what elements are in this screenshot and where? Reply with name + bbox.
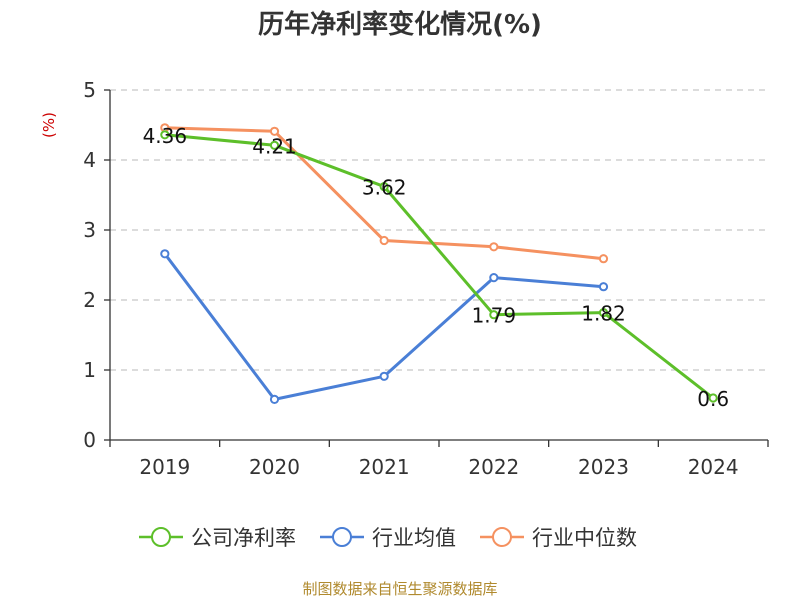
series-line-0 <box>164 133 715 400</box>
series-2-point-2020 <box>269 126 280 136</box>
series-1-point-2023 <box>598 282 609 292</box>
series-2-point-2023 <box>598 254 609 264</box>
legend-label-2: 行业中位数 <box>532 526 637 550</box>
y-tick-label-3: 3 <box>83 218 96 242</box>
series-0-point-2023 <box>598 308 609 318</box>
axes: 0 1 2 3 4 5 2019 2020 2021 2022 2023 2024 <box>83 78 769 479</box>
series-1-point-2021 <box>379 371 389 381</box>
legend-item-0[interactable]: 公司净利率 <box>139 526 296 550</box>
y-tick-label-5: 5 <box>83 78 96 102</box>
series-1-point-2020 <box>269 394 280 404</box>
legend-marker-icon-1 <box>332 527 352 547</box>
y-tick-label-4: 4 <box>83 148 96 172</box>
y-tick-label-0: 0 <box>83 428 96 452</box>
data-label-2023: 1.82 <box>581 302 626 326</box>
data-source-note: 制图数据来自恒生聚源数据库 <box>302 580 497 598</box>
series-0-point-2020 <box>269 140 280 150</box>
legend-label-1: 行业均值 <box>372 526 456 550</box>
series-1-point-2022 <box>489 273 499 283</box>
series-lines <box>160 123 718 404</box>
x-tick-label-2022: 2022 <box>468 455 519 479</box>
x-tick-label-2020: 2020 <box>249 455 300 479</box>
legend: 公司净利率 行业均值 行业中位数 <box>139 526 637 550</box>
data-label-2019: 4.36 <box>143 124 188 148</box>
legend-marker-icon-0 <box>151 527 171 547</box>
chart-title: 历年净利率变化情况(%) <box>258 9 542 40</box>
y-tick-label-2: 2 <box>83 288 96 312</box>
series-0-point-2019 <box>160 130 170 140</box>
series-0-point-2021 <box>379 182 389 192</box>
series-0-point-2022 <box>489 310 499 320</box>
series-0-point-2024 <box>708 393 718 403</box>
series-2-point-2021 <box>379 235 389 246</box>
x-tick-label-2024: 2024 <box>688 455 739 479</box>
x-tick-label-2021: 2021 <box>359 455 410 479</box>
data-label-2021: 3.62 <box>362 176 407 200</box>
data-labels: 4.36 4.21 3.62 1.79 1.82 0.6 <box>143 124 730 411</box>
x-tick-label-2023: 2023 <box>578 455 629 479</box>
legend-marker-icon-2 <box>492 527 512 547</box>
legend-item-1[interactable]: 行业均值 <box>320 526 456 550</box>
x-tick-label-2019: 2019 <box>139 455 190 479</box>
data-label-2024: 0.6 <box>697 387 729 411</box>
data-label-2020: 4.21 <box>252 134 297 158</box>
data-label-2022: 1.79 <box>472 304 517 328</box>
series-1-point-2019 <box>160 249 170 259</box>
y-axis-unit-label: (%) <box>40 112 58 138</box>
y-tick-label-1: 1 <box>83 358 96 382</box>
legend-label-0: 公司净利率 <box>191 526 296 550</box>
legend-item-2[interactable]: 行业中位数 <box>480 526 637 550</box>
series-2-point-2022 <box>489 242 499 252</box>
